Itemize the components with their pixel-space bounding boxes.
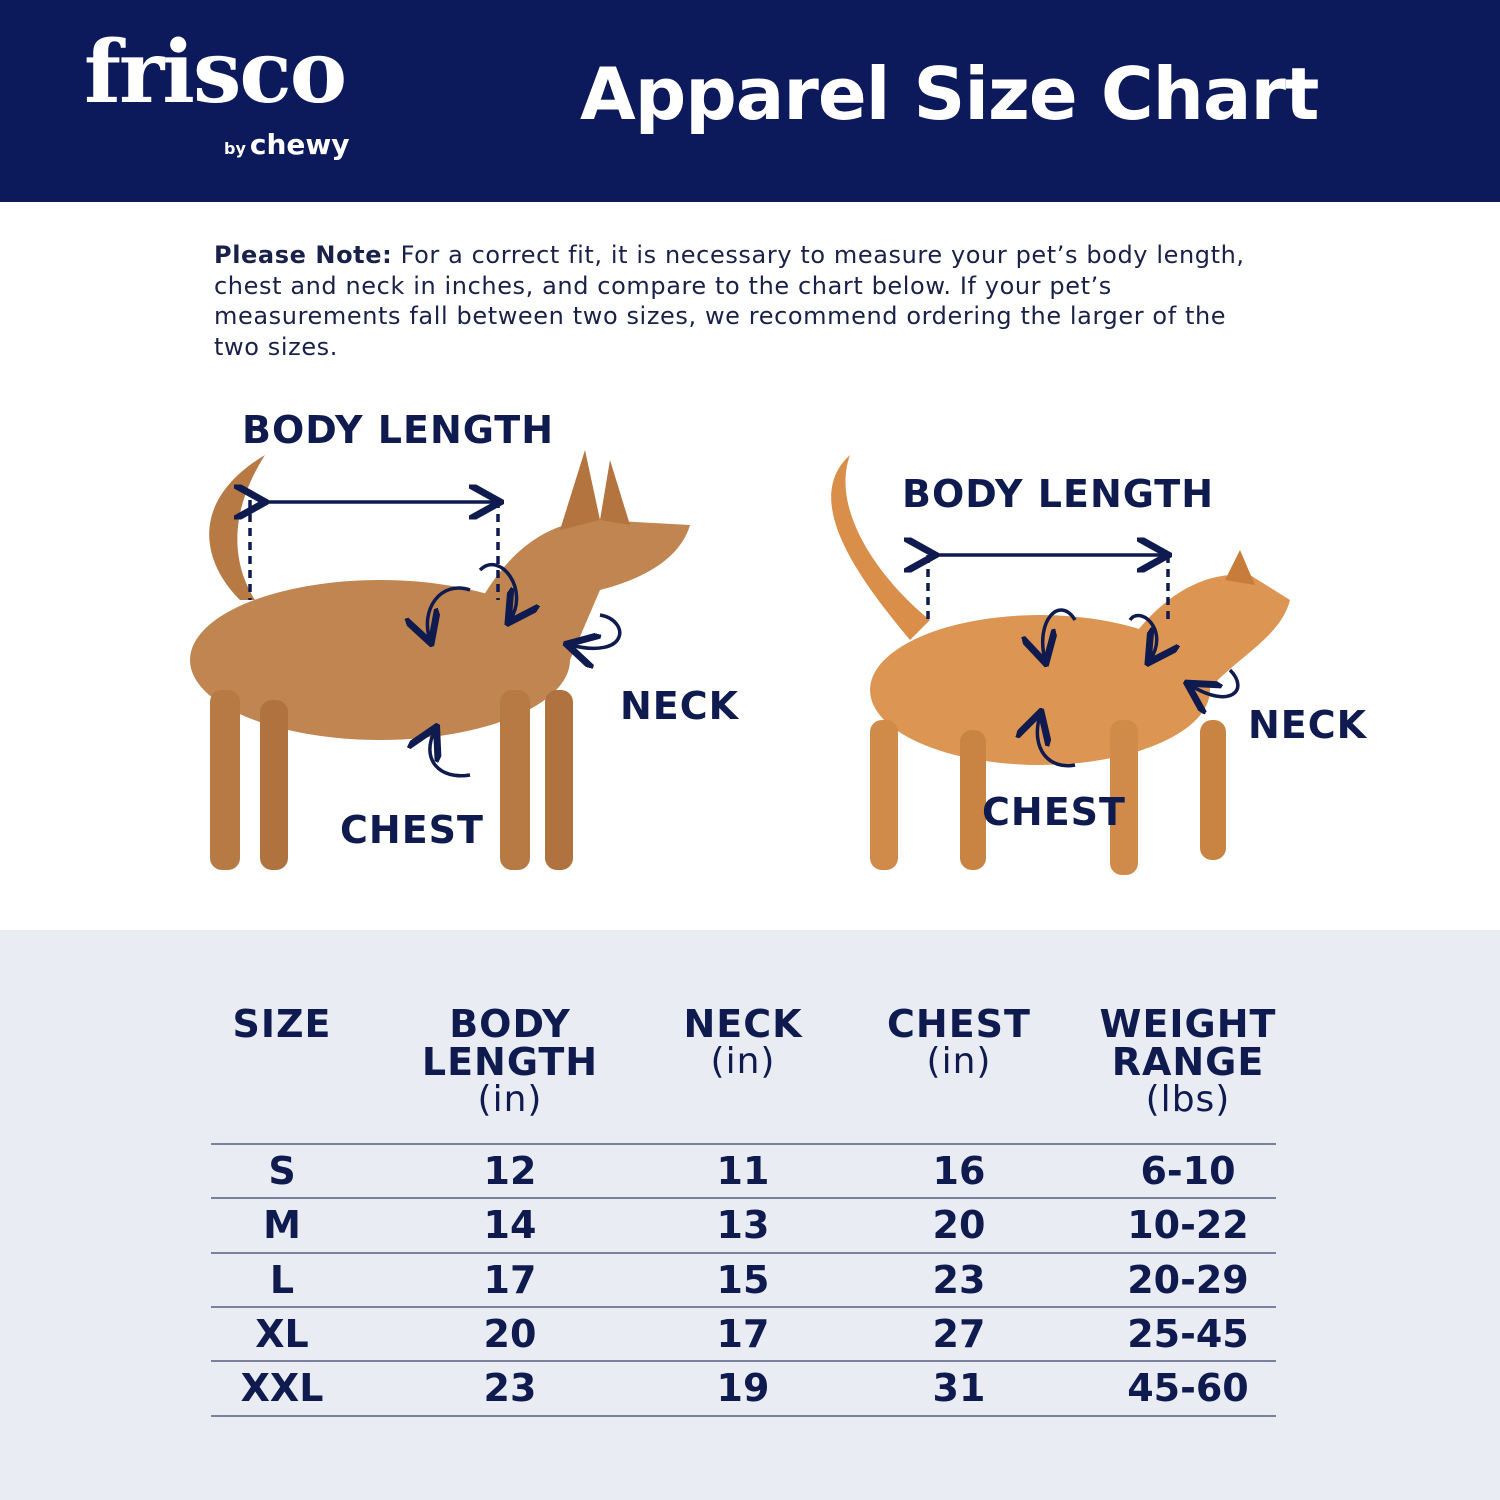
- table-divider: [211, 1143, 1276, 1145]
- table-divider: [211, 1414, 1276, 1417]
- measurement-diagram: [190, 450, 1290, 875]
- cell-size: XL: [255, 1311, 309, 1356]
- cell-neck: 11: [716, 1149, 770, 1193]
- page-title: Apparel Size Chart: [580, 52, 1319, 136]
- cell-size: L: [269, 1257, 295, 1302]
- dog-image: [190, 450, 690, 870]
- cell-chest: 27: [932, 1311, 986, 1356]
- cell-body-length: 17: [483, 1257, 537, 1302]
- column-header-neck: NECK (in): [683, 1002, 803, 1082]
- dog-chest-label: CHEST: [340, 808, 484, 852]
- frisco-logo: frisco by chewy: [84, 22, 350, 162]
- note-text: For a correct fit, it is necessary to me…: [214, 241, 1245, 361]
- cell-chest: 20: [932, 1203, 986, 1248]
- column-header-size: SIZE: [232, 1002, 332, 1046]
- header-banner: frisco by chewy Apparel Size Chart: [0, 0, 1500, 202]
- cell-neck: 19: [716, 1366, 770, 1411]
- cell-body-length: 23: [483, 1366, 537, 1411]
- table-divider: [211, 1251, 1276, 1254]
- cat-neck-label: NECK: [1248, 703, 1368, 747]
- logo-byline-prefix: by: [224, 139, 246, 158]
- cat-body-length-label: BODY LENGTH: [902, 472, 1215, 516]
- dog-neck-label: NECK: [620, 684, 740, 728]
- cell-weight-range: 10-22: [1127, 1203, 1249, 1248]
- cell-chest: 16: [932, 1149, 986, 1193]
- cell-size: S: [268, 1149, 296, 1193]
- table-divider: [211, 1360, 1276, 1363]
- cell-weight-range: 45-60: [1127, 1366, 1249, 1411]
- cell-weight-range: 25-45: [1127, 1311, 1249, 1356]
- cell-weight-range: 6-10: [1140, 1149, 1236, 1193]
- cell-neck: 13: [716, 1203, 770, 1248]
- cell-neck: 17: [716, 1311, 770, 1356]
- cell-chest: 23: [932, 1257, 986, 1302]
- cell-size: XXL: [240, 1366, 324, 1411]
- cell-neck: 15: [716, 1257, 770, 1302]
- cell-chest: 31: [932, 1366, 986, 1411]
- cat-chest-label: CHEST: [982, 790, 1126, 834]
- note-label: Please Note:: [214, 241, 393, 269]
- column-header-body-length: BODY LENGTH (in): [421, 1002, 599, 1120]
- dog-body-length-label: BODY LENGTH: [242, 408, 555, 452]
- please-note: Please Note: For a correct fit, it is ne…: [214, 240, 1254, 362]
- table-divider: [211, 1197, 1276, 1200]
- measurement-arrows: [250, 500, 1240, 778]
- cell-body-length: 14: [483, 1203, 537, 1248]
- cell-body-length: 20: [483, 1311, 537, 1356]
- table-divider: [211, 1305, 1276, 1308]
- cell-weight-range: 20-29: [1127, 1257, 1249, 1302]
- cell-size: M: [263, 1203, 301, 1248]
- column-header-chest: CHEST (in): [887, 1002, 1031, 1082]
- logo-byline-brand: chewy: [249, 128, 350, 161]
- cat-image: [831, 455, 1290, 875]
- column-header-weight-range: WEIGHT RANGE (lbs): [1099, 1002, 1277, 1120]
- cell-body-length: 12: [483, 1149, 537, 1193]
- size-table: SIZE BODY LENGTH (in) NECK (in) CHEST (in) W…: [0, 930, 1500, 1500]
